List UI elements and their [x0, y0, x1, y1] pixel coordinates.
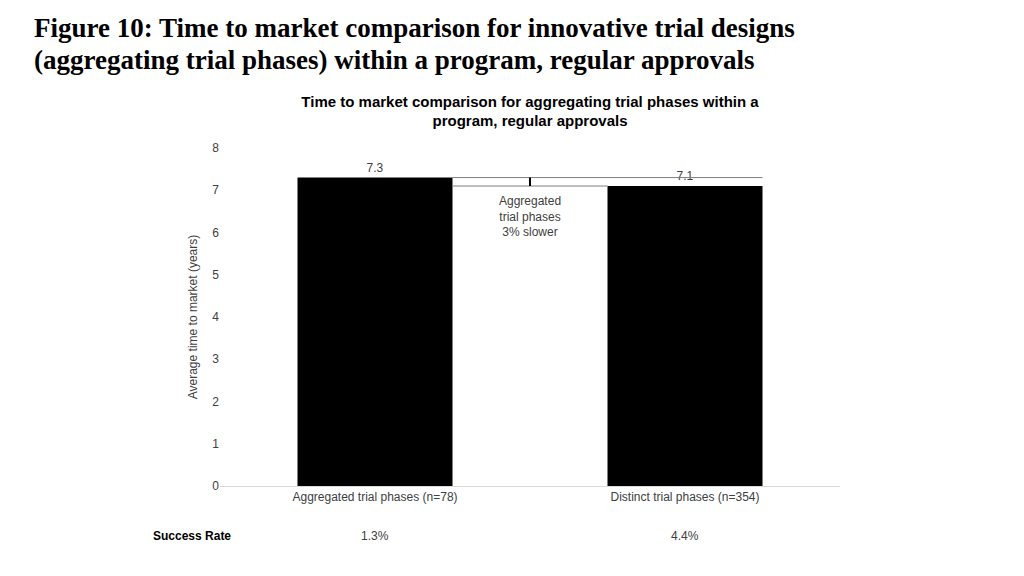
svg-text:Success Rate: Success Rate [153, 529, 231, 543]
svg-text:7.1: 7.1 [676, 169, 693, 183]
svg-text:Average time to market (years): Average time to market (years) [186, 235, 200, 400]
svg-text:5: 5 [212, 268, 219, 282]
svg-text:Aggregated trial phases (n=78): Aggregated trial phases (n=78) [292, 490, 457, 504]
svg-text:Aggregatedtrial phases3% slowe: Aggregatedtrial phases3% slower [499, 194, 561, 239]
svg-text:4: 4 [212, 310, 219, 324]
svg-text:4.4%: 4.4% [671, 529, 699, 543]
svg-text:Time to market comparison for: Time to market comparison for aggregatin… [301, 93, 759, 130]
svg-text:7.3: 7.3 [366, 161, 383, 175]
svg-text:7: 7 [212, 183, 219, 197]
svg-text:Distinct trial phases (n=354): Distinct trial phases (n=354) [610, 490, 759, 504]
svg-text:3: 3 [212, 352, 219, 366]
svg-text:0: 0 [212, 479, 219, 493]
svg-text:6: 6 [212, 226, 219, 240]
html-text:Figure 10: Time to market comp: Figure 10: Time to market comparison for… [34, 13, 795, 75]
svg-text:2: 2 [212, 395, 219, 409]
svg-text:1.3%: 1.3% [361, 529, 389, 543]
svg-text:8: 8 [212, 141, 219, 155]
svg-text:1: 1 [212, 437, 219, 451]
